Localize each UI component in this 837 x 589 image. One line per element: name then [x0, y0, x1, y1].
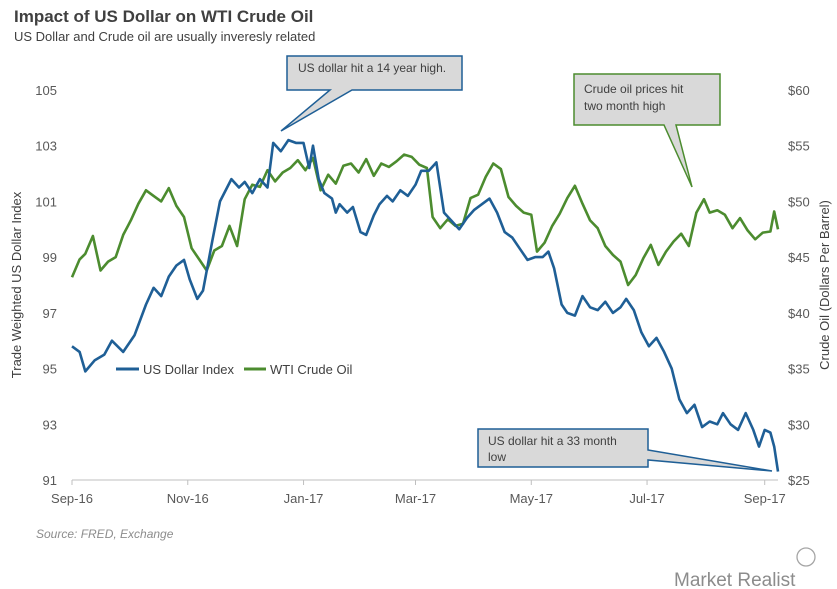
- chart-title: Impact of US Dollar on WTI Crude Oil: [14, 7, 313, 26]
- x-tick-label: Nov-16: [167, 491, 209, 506]
- brand-name: Market Realist: [674, 570, 796, 589]
- legend-label-us-dollar: US Dollar Index: [143, 362, 235, 377]
- right-tick-label: $35: [788, 362, 810, 377]
- left-tick-label: 99: [43, 250, 57, 265]
- plot-area: Sep-16 Nov-16 Jan-17 Mar-17 May-17 Jul-17 Sep-…: [35, 83, 809, 506]
- callout-box-14-year-high: [280, 55, 463, 132]
- left-axis-ticks: 105 103 101 99 97 95 93 91: [35, 83, 57, 488]
- callout-text-33-month-low-line2: low: [488, 450, 506, 464]
- right-tick-label: $55: [788, 139, 810, 154]
- right-tick-label: $30: [788, 417, 810, 432]
- right-tick-label: $40: [788, 306, 810, 321]
- x-tick-label: May-17: [510, 491, 553, 506]
- callout-text-14-year-high: US dollar hit a 14 year high.: [298, 61, 446, 75]
- left-tick-label: 91: [43, 473, 57, 488]
- right-axis-ticks: $60 $55 $50 $45 $40 $35 $30 $25: [788, 83, 810, 488]
- left-tick-label: 97: [43, 306, 57, 321]
- wti-crude-oil-line: [70, 153, 780, 287]
- source-note: Source: FRED, Exchange: [36, 527, 174, 541]
- right-tick-label: $50: [788, 194, 810, 209]
- left-tick-label: 105: [35, 83, 57, 98]
- us-dollar-index-line: [71, 138, 780, 472]
- left-tick-label: 101: [35, 194, 57, 209]
- annotation-two-month-high: Crude oil prices hit two month high: [573, 73, 721, 188]
- left-tick-label: 103: [35, 139, 57, 154]
- right-axis-title: Crude Oil (Dollars Per Barrel): [817, 200, 832, 370]
- annotation-14-year-high: US dollar hit a 14 year high.: [280, 55, 463, 132]
- chart-subtitle: US Dollar and Crude oil are usually inve…: [14, 29, 315, 44]
- callout-text-33-month-low-line1: US dollar hit a 33 month: [488, 434, 617, 448]
- left-tick-label: 95: [43, 362, 57, 377]
- x-axis-ticks: Sep-16 Nov-16 Jan-17 Mar-17 May-17 Jul-17 Sep-…: [51, 480, 786, 506]
- right-tick-label: $60: [788, 83, 810, 98]
- x-tick-label: Sep-17: [744, 491, 786, 506]
- right-tick-label: $25: [788, 473, 810, 488]
- series-layer: [70, 138, 780, 472]
- callout-box-33-month-low: [477, 428, 773, 472]
- brand-logo: Market Realist: [674, 547, 816, 589]
- callout-box-two-month-high: [573, 73, 721, 188]
- right-tick-label: $45: [788, 250, 810, 265]
- callout-text-two-month-high-line2: two month high: [584, 99, 665, 113]
- brand-mark-icon: [796, 547, 816, 567]
- x-tick-label: Sep-16: [51, 491, 93, 506]
- x-tick-label: Jul-17: [629, 491, 664, 506]
- annotation-33-month-low: US dollar hit a 33 month low: [477, 428, 773, 472]
- x-tick-label: Jan-17: [284, 491, 324, 506]
- legend-label-wti-crude: WTI Crude Oil: [270, 362, 352, 377]
- left-tick-label: 93: [43, 417, 57, 432]
- legend: US Dollar Index WTI Crude Oil: [116, 362, 352, 377]
- callout-text-two-month-high-line1: Crude oil prices hit: [584, 82, 684, 96]
- x-tick-label: Mar-17: [395, 491, 436, 506]
- left-axis-title: Trade Weighted US Dollar Index: [9, 191, 24, 378]
